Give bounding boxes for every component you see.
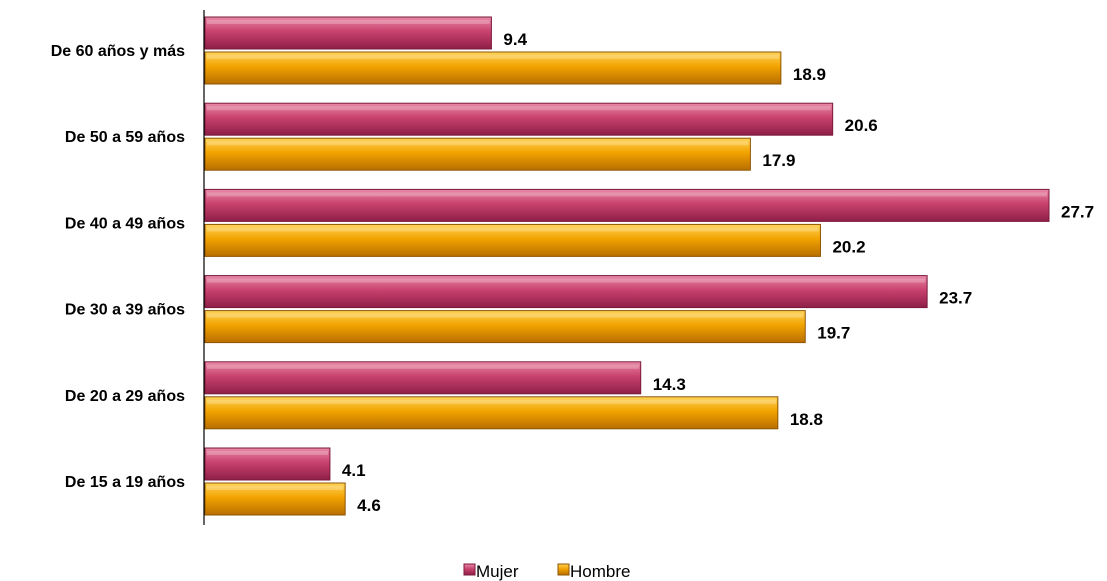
bar-highlight <box>207 20 490 24</box>
bar-hombre <box>204 51 782 85</box>
data-label: 27.7 <box>1061 202 1094 221</box>
data-label: 20.2 <box>832 237 865 256</box>
bar-highlight <box>207 486 344 490</box>
data-label: 20.6 <box>845 116 878 135</box>
bar-highlight <box>207 141 749 146</box>
bar-highlight <box>207 55 779 59</box>
bar-highlight <box>207 227 819 232</box>
bar-mujer <box>204 361 642 395</box>
bar-mujer <box>204 16 492 50</box>
bar-hombre <box>204 137 751 171</box>
data-label: 19.7 <box>817 324 850 343</box>
bar-highlight <box>207 313 804 318</box>
bar-hombre <box>204 482 346 516</box>
bar-mujer <box>204 447 331 481</box>
bar-hombre <box>204 223 821 257</box>
bar-highlight <box>207 451 328 455</box>
labels-layer: De 60 años y más 9.4 18.9 De 50 a 59 años 20… <box>51 30 1094 515</box>
data-label: 23.7 <box>939 289 972 308</box>
bar-highlight <box>207 106 831 111</box>
bar-mujer <box>204 188 1050 222</box>
legend: Mujer Hombre <box>463 562 630 581</box>
bar-hombre <box>204 310 806 344</box>
category-label: De 30 a 39 años <box>65 302 185 319</box>
bar-highlight <box>207 364 639 369</box>
bar-mujer <box>204 102 834 136</box>
legend-swatch-mujer <box>463 563 476 576</box>
data-label: 18.9 <box>793 65 826 84</box>
data-label: 9.4 <box>503 30 527 49</box>
data-label: 4.1 <box>342 461 366 480</box>
legend-label-mujer: Mujer <box>476 562 519 581</box>
legend-label-hombre: Hombre <box>570 562 630 581</box>
legend-swatch-hombre <box>557 563 570 576</box>
bar-highlight <box>207 278 926 283</box>
category-label: De 50 a 59 años <box>65 129 185 146</box>
data-label: 17.9 <box>762 151 795 170</box>
category-label: De 20 a 29 años <box>65 388 185 405</box>
bar-hombre <box>204 396 779 430</box>
bar-highlight <box>207 192 1047 197</box>
bar-highlight <box>207 399 776 404</box>
bar-mujer <box>204 275 928 309</box>
category-label: De 40 a 49 años <box>65 215 185 232</box>
data-label: 4.6 <box>357 496 381 515</box>
data-label: 14.3 <box>653 375 686 394</box>
data-label: 18.8 <box>790 410 823 429</box>
category-label: De 15 a 19 años <box>65 474 185 491</box>
bars-layer <box>204 16 1050 516</box>
category-label: De 60 años y más <box>51 43 185 60</box>
